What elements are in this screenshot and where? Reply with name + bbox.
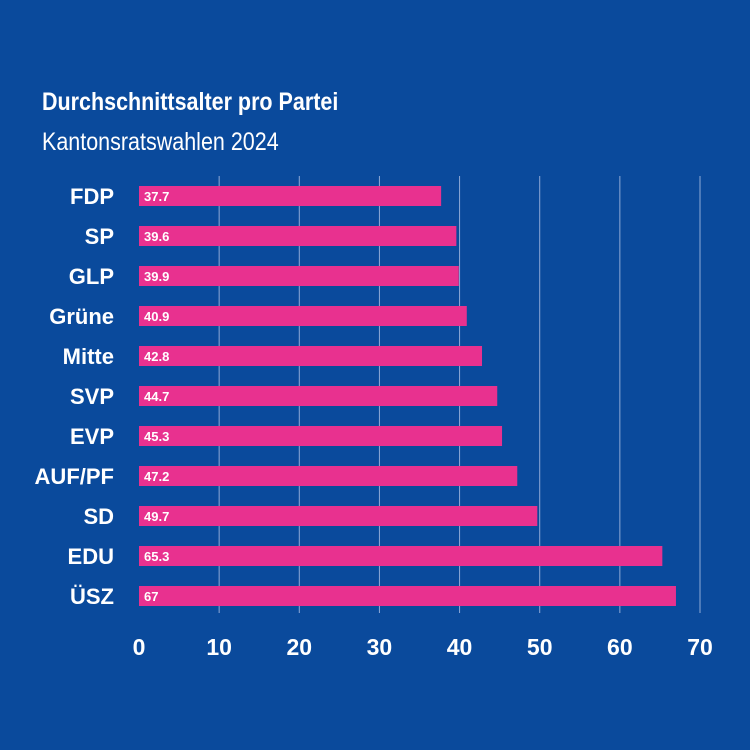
category-label: Grüne	[49, 304, 114, 329]
bar	[139, 306, 467, 326]
category-label: SVP	[70, 384, 114, 409]
category-label: Mitte	[63, 344, 114, 369]
data-label: 44.7	[144, 389, 169, 404]
category-label: ÜSZ	[70, 584, 114, 609]
chart-subtitle: Kantonsratswahlen 2024	[42, 128, 279, 156]
x-tick-label: 40	[447, 634, 473, 660]
bar	[139, 346, 483, 366]
category-label: EVP	[70, 424, 114, 449]
data-label: 45.3	[144, 429, 169, 444]
category-label: GLP	[69, 264, 114, 289]
x-tick-label: 20	[286, 634, 312, 660]
data-label: 47.2	[144, 469, 169, 484]
x-tick-label: 10	[206, 634, 232, 660]
bar	[139, 386, 498, 406]
data-label: 40.9	[144, 309, 169, 324]
data-label: 39.6	[144, 229, 169, 244]
chart-title: Durchschnittsalter pro Partei	[42, 88, 339, 116]
data-label: 37.7	[144, 189, 169, 204]
x-tick-label: 30	[367, 634, 393, 660]
category-label: EDU	[68, 544, 114, 569]
category-label: SD	[83, 504, 114, 529]
x-tick-label: 0	[133, 634, 146, 660]
bar	[139, 506, 538, 526]
data-label: 65.3	[144, 549, 169, 564]
category-label: FDP	[70, 184, 114, 209]
data-label: 67	[144, 589, 158, 604]
x-tick-label: 60	[607, 634, 633, 660]
x-tick-label: 70	[687, 634, 713, 660]
bar	[139, 226, 457, 246]
data-label: 49.7	[144, 509, 169, 524]
bar	[139, 466, 518, 486]
category-label: AUF/PF	[35, 464, 114, 489]
bar	[139, 426, 503, 446]
bar	[139, 266, 459, 286]
x-tick-label: 50	[527, 634, 553, 660]
bar	[139, 186, 442, 206]
data-label: 42.8	[144, 349, 169, 364]
data-label: 39.9	[144, 269, 169, 284]
category-label: SP	[85, 224, 114, 249]
bar	[139, 586, 676, 606]
bar	[139, 546, 663, 566]
